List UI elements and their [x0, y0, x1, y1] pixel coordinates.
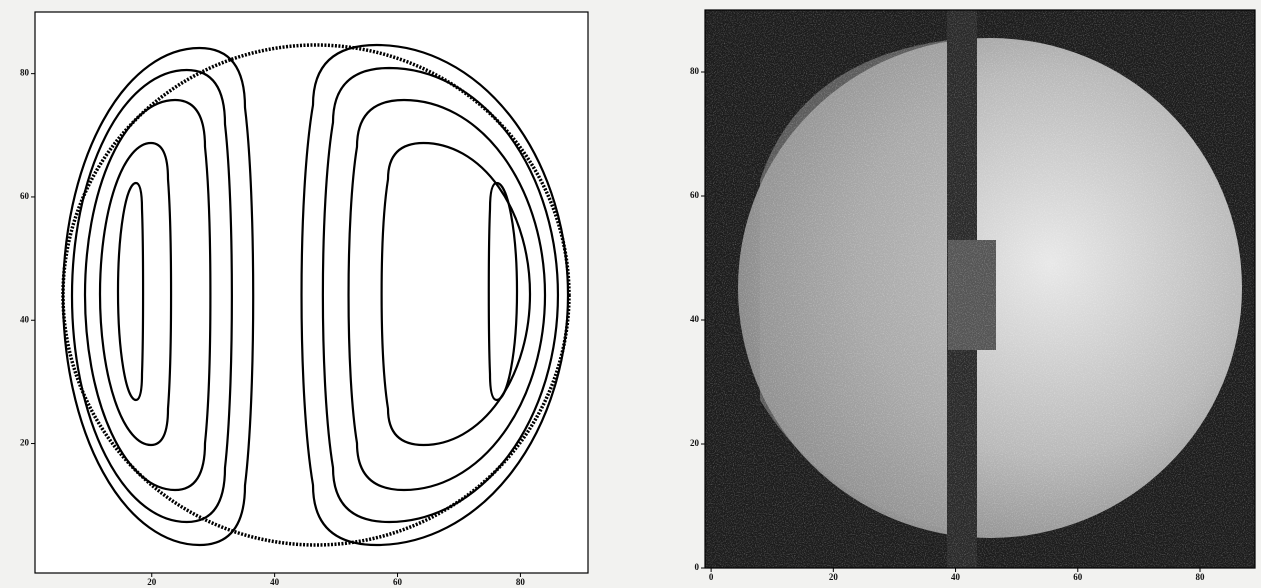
y-tick-label: 20 — [690, 438, 700, 448]
contour-panel — [35, 12, 588, 573]
y-tick-label: 80 — [690, 66, 700, 76]
grain — [705, 10, 1255, 568]
y-tick-label: 40 — [20, 314, 30, 324]
x-tick-label: 60 — [393, 577, 403, 587]
y-tick-label: 80 — [20, 68, 30, 78]
x-tick-label: 60 — [1073, 572, 1083, 582]
figure: 20 40 60 80 20 40 60 80 0 20 40 60 80 0 20 40 60 80 — [0, 0, 1261, 588]
x-tick-label: 40 — [270, 577, 280, 587]
y-tick-label: 0 — [695, 562, 700, 572]
x-tick-label: 20 — [147, 577, 157, 587]
y-tick-label: 60 — [20, 191, 30, 201]
image-panel — [705, 10, 1255, 568]
page: 2040608020406080020406080020406080 (() =… — [0, 0, 1261, 588]
y-tick-label: 40 — [690, 314, 700, 324]
y-tick-label: 20 — [20, 438, 30, 448]
x-tick-label: 20 — [829, 572, 839, 582]
y-tick-label: 60 — [690, 190, 700, 200]
x-tick-label: 80 — [1196, 572, 1206, 582]
x-tick-label: 80 — [516, 577, 526, 587]
x-tick-label: 40 — [951, 572, 961, 582]
x-tick-label: 0 — [709, 572, 714, 582]
